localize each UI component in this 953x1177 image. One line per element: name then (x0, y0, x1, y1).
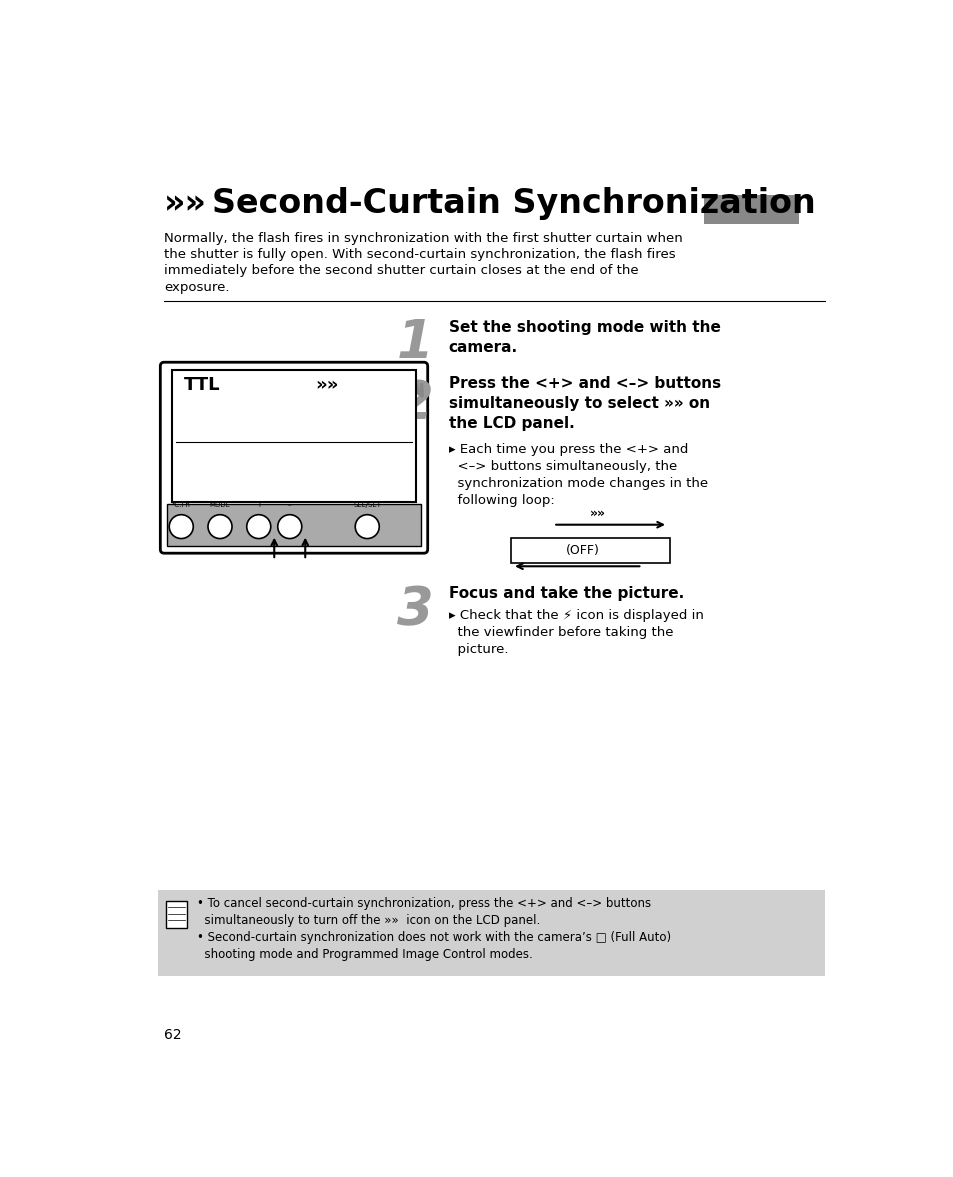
Text: »»: »» (164, 187, 207, 220)
Circle shape (355, 514, 379, 539)
Text: (OFF): (OFF) (566, 544, 599, 557)
Circle shape (208, 514, 232, 539)
Text: SEL/SET: SEL/SET (353, 503, 381, 508)
Bar (703, 195, 798, 225)
Text: simultaneously to turn off the »»  icon on the LCD panel.: simultaneously to turn off the »» icon o… (196, 915, 539, 927)
Text: »»: »» (315, 377, 338, 394)
Text: »»: »» (589, 507, 605, 520)
Circle shape (169, 514, 193, 539)
Bar (167, 504, 420, 546)
Text: TTL: TTL (183, 377, 220, 394)
Text: 1: 1 (396, 317, 434, 368)
Text: Press the <+> and <–> buttons: Press the <+> and <–> buttons (448, 377, 720, 391)
Text: Second-Curtain Synchronization: Second-Curtain Synchronization (212, 187, 815, 220)
Text: • To cancel second-curtain synchronization, press the <+> and <–> buttons: • To cancel second-curtain synchronizati… (196, 897, 650, 910)
Text: 2: 2 (396, 378, 434, 430)
Text: Focus and take the picture.: Focus and take the picture. (448, 586, 683, 601)
Text: the viewfinder before taking the: the viewfinder before taking the (448, 626, 673, 639)
Text: Set the shooting mode with the: Set the shooting mode with the (448, 320, 720, 335)
Text: 3: 3 (396, 584, 434, 636)
Text: Normally, the flash fires in synchronization with the first shutter curtain when: Normally, the flash fires in synchroniza… (164, 232, 682, 245)
Text: +: + (255, 503, 261, 508)
Text: • Second-curtain synchronization does not work with the camera’s □ (Full Auto): • Second-curtain synchronization does no… (196, 931, 670, 944)
Text: the LCD panel.: the LCD panel. (448, 417, 574, 431)
Text: <–> buttons simultaneously, the: <–> buttons simultaneously, the (448, 460, 677, 473)
Text: –: – (288, 503, 292, 508)
Text: 62: 62 (164, 1029, 182, 1043)
Text: immediately before the second shutter curtain closes at the end of the: immediately before the second shutter cu… (164, 265, 639, 278)
Bar (510, 538, 669, 564)
Bar (158, 890, 823, 976)
Bar (166, 902, 187, 929)
Text: exposure.: exposure. (164, 280, 230, 293)
Text: shooting mode and Programmed Image Control modes.: shooting mode and Programmed Image Contr… (196, 949, 532, 962)
Circle shape (247, 514, 271, 539)
Text: the shutter is fully open. With second-curtain synchronization, the flash fires: the shutter is fully open. With second-c… (164, 248, 675, 261)
Text: following loop:: following loop: (448, 494, 554, 507)
Circle shape (277, 514, 301, 539)
Text: ▸ Check that the ⚡ icon is displayed in: ▸ Check that the ⚡ icon is displayed in (448, 610, 702, 623)
Text: ▸ Each time you press the <+> and: ▸ Each time you press the <+> and (448, 443, 687, 455)
FancyBboxPatch shape (160, 363, 427, 553)
Text: *C.Fn: *C.Fn (172, 503, 191, 508)
Text: synchronization mode changes in the: synchronization mode changes in the (448, 477, 707, 490)
Text: simultaneously to select »» on: simultaneously to select »» on (448, 397, 709, 411)
Bar (172, 370, 416, 501)
Text: camera.: camera. (448, 340, 517, 355)
Text: picture.: picture. (448, 644, 508, 657)
Text: MODE: MODE (210, 503, 231, 508)
